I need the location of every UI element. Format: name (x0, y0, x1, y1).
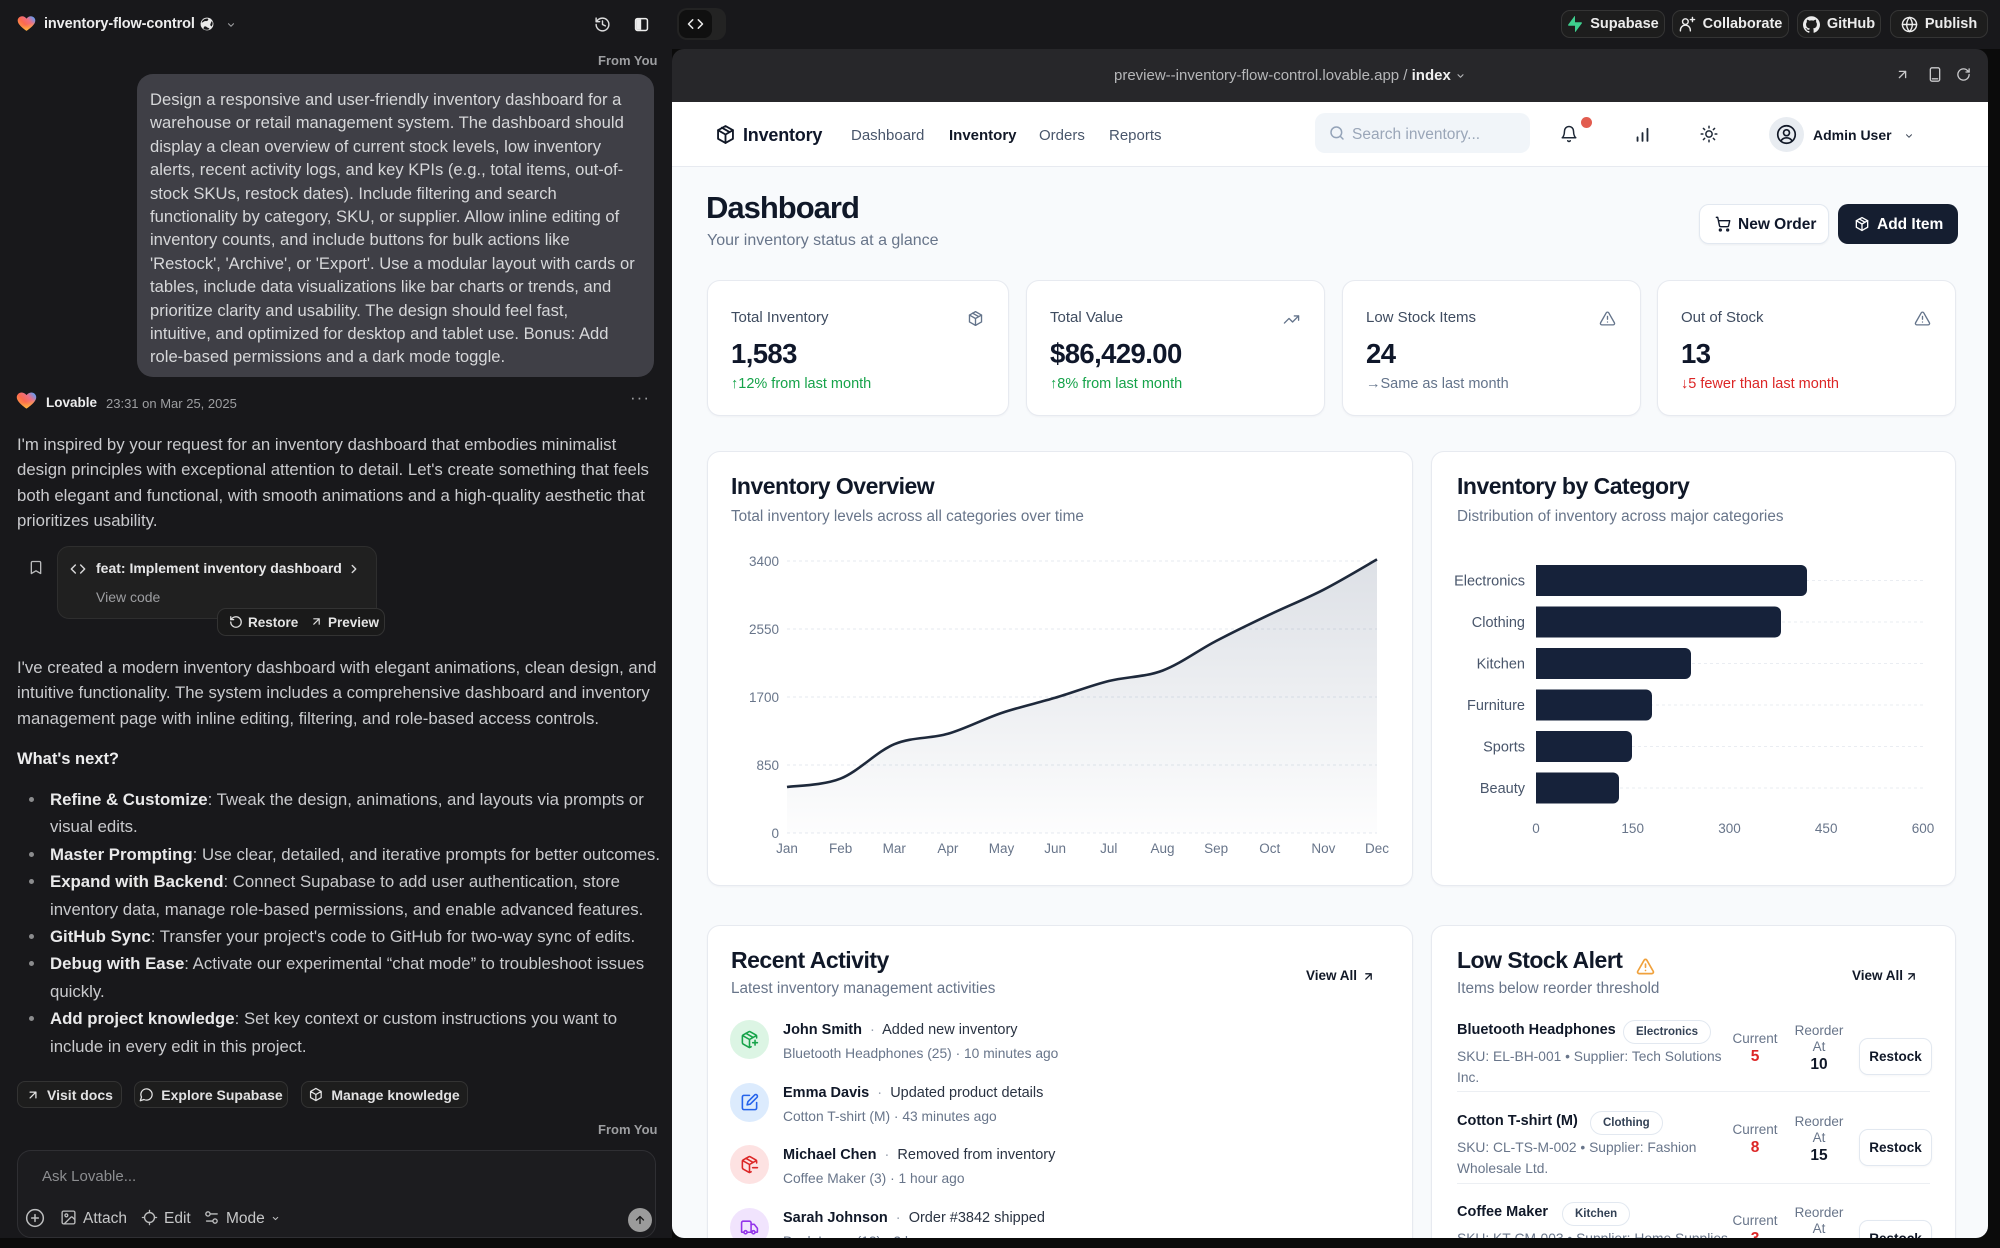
svg-text:0: 0 (1532, 821, 1540, 836)
svg-text:850: 850 (756, 758, 779, 773)
svg-text:0: 0 (771, 826, 779, 841)
svg-text:Jun: Jun (1044, 841, 1066, 856)
svg-text:Apr: Apr (937, 841, 959, 856)
svg-text:Nov: Nov (1311, 841, 1335, 856)
svg-text:1700: 1700 (749, 690, 779, 705)
svg-text:Oct: Oct (1259, 841, 1280, 856)
svg-text:150: 150 (1621, 821, 1644, 836)
svg-text:3400: 3400 (749, 554, 779, 569)
svg-text:300: 300 (1718, 821, 1741, 836)
svg-text:Jan: Jan (776, 841, 798, 856)
svg-text:Dec: Dec (1365, 841, 1389, 856)
svg-text:Sports: Sports (1483, 740, 1525, 756)
svg-text:Beauty: Beauty (1480, 781, 1526, 797)
svg-text:600: 600 (1912, 821, 1935, 836)
svg-text:Jul: Jul (1100, 841, 1117, 856)
svg-text:Kitchen: Kitchen (1477, 657, 1525, 673)
svg-text:Sep: Sep (1204, 841, 1228, 856)
svg-text:Clothing: Clothing (1472, 615, 1525, 631)
svg-text:450: 450 (1815, 821, 1838, 836)
svg-text:Furniture: Furniture (1467, 698, 1525, 714)
svg-text:May: May (989, 841, 1015, 856)
svg-text:Feb: Feb (829, 841, 852, 856)
svg-text:2550: 2550 (749, 622, 779, 637)
svg-text:Aug: Aug (1150, 841, 1174, 856)
svg-text:Mar: Mar (883, 841, 907, 856)
svg-text:Electronics: Electronics (1454, 574, 1525, 590)
